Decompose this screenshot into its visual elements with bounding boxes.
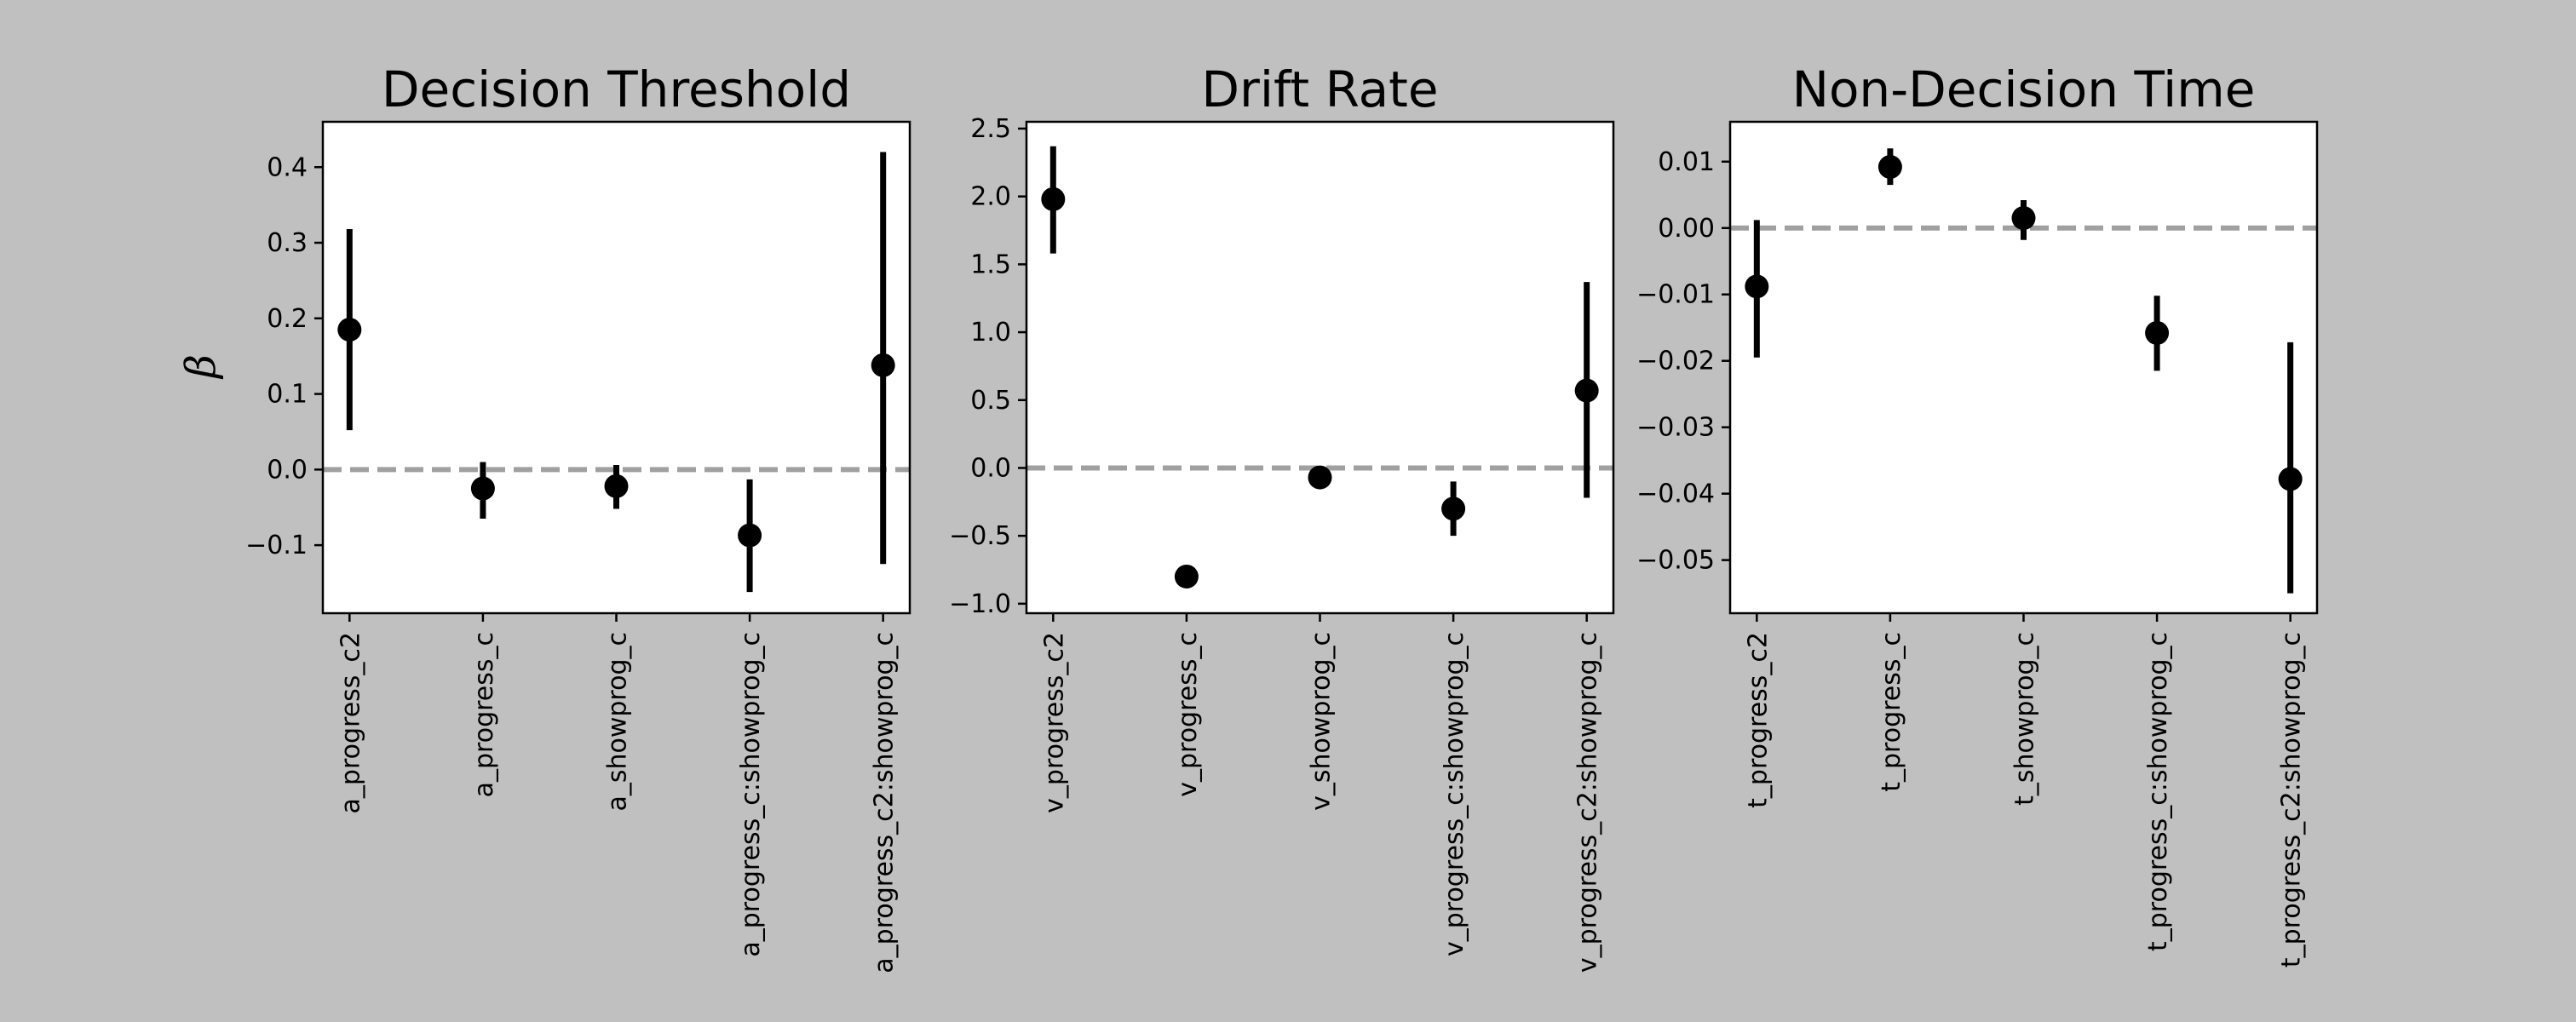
x-tick-label: t_showprog_c bbox=[2010, 632, 2040, 806]
plot-area bbox=[323, 122, 910, 613]
x-tick-label: a_progress_c2 bbox=[336, 632, 365, 813]
y-axis-label: β bbox=[177, 354, 225, 380]
y-tick-label: −0.02 bbox=[1636, 347, 1715, 376]
data-point bbox=[604, 474, 629, 498]
data-point bbox=[2278, 467, 2303, 491]
x-tick-label: v_progress_c2 bbox=[1039, 632, 1069, 813]
y-tick-label: 1.0 bbox=[970, 318, 1011, 347]
x-tick-label: v_progress_c bbox=[1173, 632, 1203, 797]
x-tick-label: a_progress_c bbox=[469, 632, 499, 797]
panel-title: Non-Decision Time bbox=[1792, 60, 2256, 118]
panel-title: Drift Rate bbox=[1201, 60, 1438, 118]
x-tick-label: a_progress_c:showprog_c bbox=[736, 632, 766, 957]
x-tick-label: t_progress_c bbox=[1877, 632, 1906, 792]
data-point bbox=[1174, 564, 1199, 589]
x-tick-label: v_progress_c2:showprog_c bbox=[1573, 632, 1603, 973]
panel-title: Decision Threshold bbox=[382, 60, 851, 118]
y-tick-label: 1.5 bbox=[970, 250, 1011, 279]
panel-2: −1.0 −0.5 0.0 0.5 1.0 1.5 2.0 2.5 v_progress_c2 v… bbox=[949, 60, 1615, 973]
y-tick-label: 0.2 bbox=[267, 304, 308, 334]
y-tick-label: 0.3 bbox=[267, 228, 308, 258]
y-tick-label: −0.03 bbox=[1636, 413, 1715, 443]
data-point bbox=[871, 353, 895, 377]
x-tick-label: t_progress_c2:showprog_c bbox=[2277, 632, 2307, 967]
y-tick-label: −0.05 bbox=[1636, 546, 1715, 576]
x-tick-label: a_showprog_c bbox=[603, 632, 633, 812]
y-tick-label: 0.01 bbox=[1658, 147, 1715, 177]
data-point bbox=[2011, 206, 2036, 231]
y-tick-label: −0.1 bbox=[245, 531, 308, 560]
y-tick-label: 0.4 bbox=[267, 152, 308, 182]
panel-1: −0.1 0.0 0.1 0.2 0.3 0.4 a_progress_c2 a_progre… bbox=[245, 60, 911, 973]
x-tick-label: t_progress_c:showprog_c bbox=[2143, 632, 2173, 951]
data-point bbox=[337, 318, 362, 342]
x-tick-label: v_progress_c:showprog_c bbox=[1440, 632, 1469, 956]
y-tick-label: 0.5 bbox=[970, 386, 1011, 416]
y-tick-label: −0.01 bbox=[1636, 280, 1715, 310]
plot-area bbox=[1730, 122, 2317, 613]
y-tick-label: 0.00 bbox=[1658, 214, 1715, 244]
data-point bbox=[2145, 320, 2170, 345]
y-tick-label: 0.0 bbox=[267, 455, 308, 485]
y-tick-label: −1.0 bbox=[949, 589, 1011, 619]
data-point bbox=[738, 523, 762, 548]
y-tick-label: 0.1 bbox=[267, 380, 308, 410]
data-point bbox=[470, 476, 495, 501]
data-point bbox=[1041, 187, 1066, 211]
data-point bbox=[1308, 465, 1332, 490]
data-point bbox=[1441, 497, 1466, 521]
y-tick-label: 2.0 bbox=[970, 182, 1011, 212]
panel-3: −0.05 −0.04 −0.03 −0.02 −0.01 0.00 0.01 t_progr… bbox=[1636, 60, 2319, 967]
y-tick-label: −0.5 bbox=[949, 521, 1011, 551]
y-tick-label: 2.5 bbox=[970, 114, 1011, 144]
data-point bbox=[1877, 155, 1902, 180]
x-tick-label: t_progress_c2 bbox=[1743, 632, 1773, 808]
plot-area bbox=[1026, 122, 1613, 613]
y-tick-label: −0.04 bbox=[1636, 479, 1715, 509]
y-tick-label: 0.0 bbox=[970, 453, 1011, 483]
x-tick-label: a_progress_c2:showprog_c bbox=[870, 632, 900, 973]
data-point bbox=[1745, 274, 1769, 299]
x-tick-label: v_showprog_c bbox=[1307, 632, 1337, 811]
data-point bbox=[1574, 378, 1599, 403]
